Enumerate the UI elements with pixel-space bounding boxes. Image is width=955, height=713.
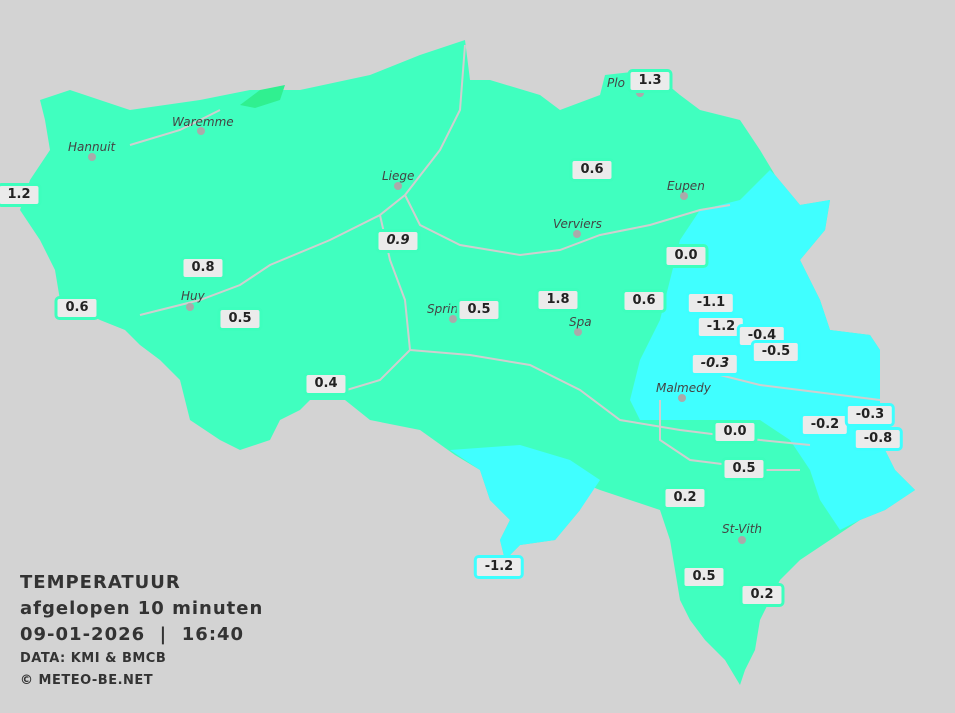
city-st-vith: St-Vith bbox=[722, 522, 763, 536]
city-spa: Spa bbox=[569, 315, 592, 329]
station-label[interactable]: -1.2 bbox=[473, 555, 525, 579]
station-label[interactable]: 1.8 bbox=[535, 288, 581, 312]
city-waremme: Waremme bbox=[172, 115, 234, 129]
station-label[interactable]: 0.6 bbox=[569, 158, 615, 182]
city-liege: Liege bbox=[382, 169, 415, 183]
city-dot bbox=[738, 536, 746, 544]
city-hannuit: Hannuit bbox=[68, 140, 116, 154]
station-label[interactable]: 0.6 bbox=[621, 289, 667, 313]
city-huy: Huy bbox=[181, 289, 205, 303]
station-label[interactable]: 0.5 bbox=[681, 565, 727, 589]
station-label[interactable]: -0.3 bbox=[689, 352, 741, 376]
station-label[interactable]: 0.6 bbox=[54, 296, 100, 320]
station-label[interactable]: 1.2 bbox=[0, 183, 42, 207]
station-label[interactable]: -0.2 bbox=[799, 413, 851, 437]
station-label[interactable]: 0.5 bbox=[217, 307, 263, 331]
station-label[interactable]: -0.5 bbox=[750, 340, 802, 364]
legend-subtitle: afgelopen 10 minuten bbox=[20, 598, 264, 619]
city-dot bbox=[636, 89, 644, 97]
city-dot bbox=[197, 127, 205, 135]
city-dot bbox=[394, 182, 402, 190]
city-dot bbox=[678, 394, 686, 402]
legend-title: TEMPERATUUR bbox=[20, 572, 181, 593]
station-label[interactable]: 0.4 bbox=[303, 372, 349, 396]
city-dot bbox=[449, 315, 457, 323]
city-verviers: Verviers bbox=[553, 217, 602, 231]
region-below-zero-southwest bbox=[450, 445, 600, 560]
city-dot bbox=[680, 192, 688, 200]
station-label[interactable]: -0.8 bbox=[852, 427, 904, 451]
station-label[interactable]: 0.8 bbox=[180, 256, 226, 280]
station-label[interactable]: -0.3 bbox=[844, 403, 896, 427]
station-label[interactable]: 0.5 bbox=[721, 457, 767, 481]
station-label[interactable]: 0.2 bbox=[739, 583, 785, 607]
rivers-and-borders bbox=[129, 44, 881, 471]
region-above-zero-north-patch bbox=[240, 85, 285, 108]
station-label[interactable]: 0.9 bbox=[375, 229, 421, 253]
city-dot bbox=[573, 230, 581, 238]
station-label[interactable]: 0.0 bbox=[663, 244, 709, 268]
legend-datetime: 09-01-2026 | 16:40 bbox=[20, 624, 245, 645]
station-label[interactable]: 0.5 bbox=[456, 298, 502, 322]
station-label[interactable]: 0.0 bbox=[712, 420, 758, 444]
city-eupen: Eupen bbox=[667, 179, 705, 193]
city-malmedy: Malmedy bbox=[656, 381, 711, 395]
station-label[interactable]: -1.1 bbox=[685, 291, 737, 315]
station-label[interactable]: 1.3 bbox=[627, 69, 673, 93]
city-dot bbox=[574, 328, 582, 336]
legend: TEMPERATUUR afgelopen 10 minuten 09-01-2… bbox=[20, 570, 263, 692]
legend-copyright: © METEO-BE.NET bbox=[20, 673, 154, 688]
station-label[interactable]: 0.2 bbox=[662, 486, 708, 510]
city-dot bbox=[186, 303, 194, 311]
city-sprimont: Sprin bbox=[427, 302, 459, 316]
region-above-zero bbox=[20, 40, 915, 685]
city-plombieres: Plo bbox=[607, 76, 625, 90]
legend-source: DATA: KMI & BMCB bbox=[20, 651, 167, 666]
city-dot bbox=[88, 153, 96, 161]
